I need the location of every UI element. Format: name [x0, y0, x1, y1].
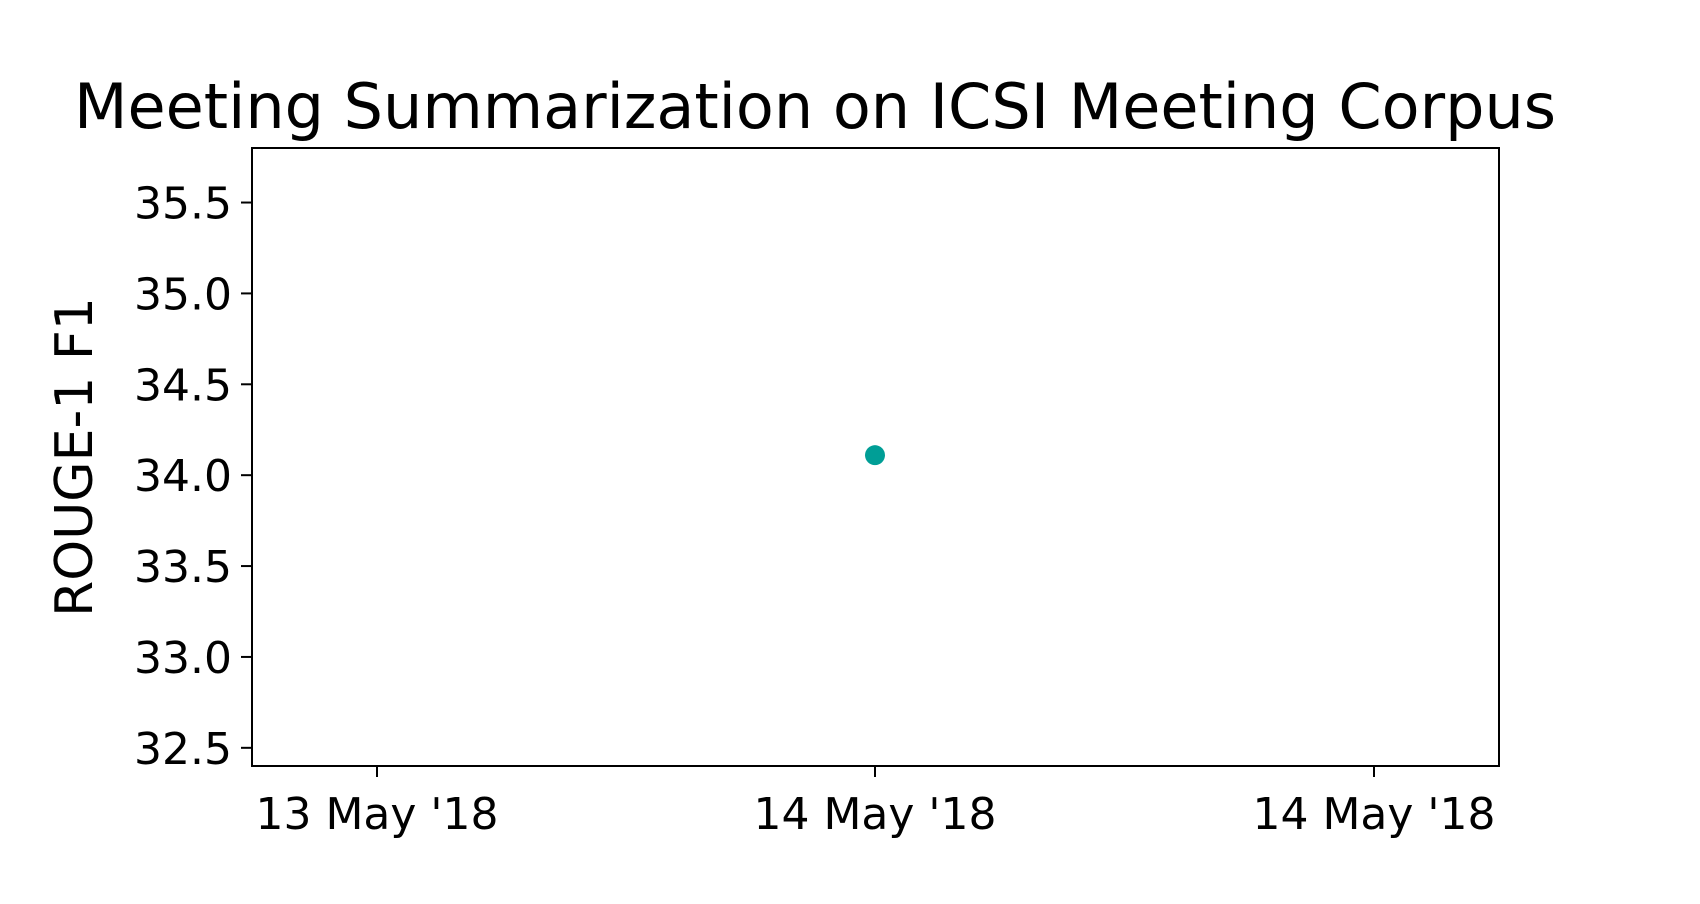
- x-tick-label: 14 May '18: [753, 789, 996, 840]
- y-tick-label: 35.0: [134, 269, 232, 320]
- y-tick-label: 34.0: [134, 451, 232, 502]
- data-points: [865, 445, 885, 466]
- data-point: [865, 445, 885, 466]
- x-tick-label: 14 May '18: [1252, 789, 1495, 840]
- y-tick-label: 33.0: [134, 633, 232, 684]
- y-tick-label: 33.5: [134, 542, 232, 593]
- y-axis: 32.5 33.0 33.5 34.0 34.5 35.0 35.5: [134, 179, 252, 775]
- y-tick-label: 35.5: [134, 179, 232, 230]
- chart-title: Meeting Summarization on ICSI Meeting Co…: [74, 70, 1556, 143]
- y-tick-label: 34.5: [134, 360, 232, 411]
- x-tick-label: 13 May '18: [255, 789, 498, 840]
- x-axis: 13 May '18 14 May '18 14 May '18: [255, 766, 1496, 840]
- y-tick-label: 32.5: [134, 724, 232, 775]
- y-axis-label: ROUGE-1 F1: [45, 297, 105, 617]
